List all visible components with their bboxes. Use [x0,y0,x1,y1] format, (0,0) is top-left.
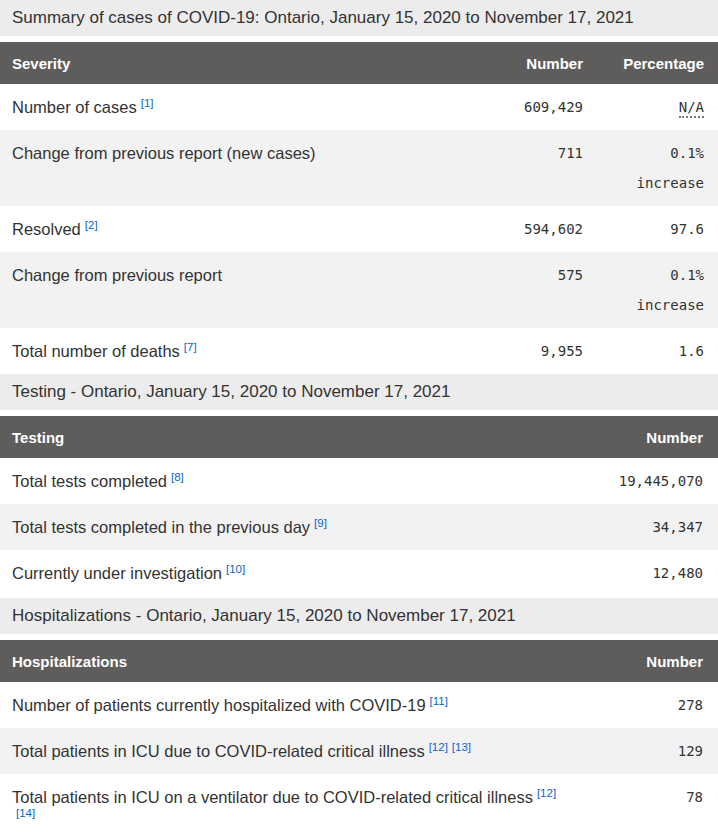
footnote-ref: [11] [430,695,448,707]
footnote-ref: [7] [184,341,197,353]
hospitalizations-header-row: Hospitalizations Number [0,640,718,682]
footnote-ref: [9] [314,517,327,529]
row-label: Total tests completed[8] [0,458,558,504]
footnote-link[interactable]: [8] [171,471,184,483]
footnote-link[interactable]: [12] [429,741,448,753]
table-row: Total tests completed in the previous da… [0,504,718,550]
row-label: Total patients in ICU on a ventilator du… [0,774,568,837]
col-header-number: Number [558,416,718,458]
percentage-value: 0.1%increase [583,252,718,328]
percentage-value: 97.6 [583,206,718,252]
row-label: Resolved[2] [0,206,473,252]
footnote-ref: [1] [141,97,154,109]
table-row: Number of patients currently hospitalize… [0,682,718,728]
row-label: Number of cases[1] [0,84,473,130]
footnote-link[interactable]: [1] [141,97,154,109]
table-row: Total patients in ICU on a ventilator du… [0,774,718,837]
row-label: Total number of deaths[7] [0,328,473,374]
footnote-ref: [12] [429,741,448,753]
footnote-ref: [8] [171,471,184,483]
row-label: Currently under investigation[10] [0,550,558,596]
table-row: Total number of deaths[7] 9,955 1.6 [0,328,718,374]
table-row: Change from previous report (new cases) … [0,130,718,206]
number-value: 609,429 [473,84,583,130]
col-header-testing: Testing [0,416,558,458]
number-value: 711 [473,130,583,206]
footnote-link[interactable]: [10] [226,563,245,575]
percentage-value: 1.6 [583,328,718,374]
hospitalizations-table: Hospitalizations Number Number of patien… [0,640,718,837]
severity-header-row: Severity Number Percentage [0,42,718,84]
table-row: Resolved[2] 594,602 97.6 [0,206,718,252]
table-row: Currently under investigation[10] 12,480 [0,550,718,596]
footnote-link[interactable]: [11] [430,695,448,707]
col-header-severity: Severity [0,42,473,84]
number-value: 594,602 [473,206,583,252]
table-row: Number of cases[1] 609,429 N/A [0,84,718,130]
col-header-number: Number [568,640,718,682]
table-row: Total tests completed[8] 19,445,070 [0,458,718,504]
row-label: Change from previous report [0,252,473,328]
number-value: 78 [568,774,718,837]
row-label: Number of patients currently hospitalize… [0,682,568,728]
percentage-value: N/A [583,84,718,130]
number-value: 9,955 [473,328,583,374]
number-value: 278 [568,682,718,728]
testing-header-row: Testing Number [0,416,718,458]
table-row: Total patients in ICU due to COVID-relat… [0,728,718,774]
number-value: 19,445,070 [558,458,718,504]
col-header-percentage: Percentage [583,42,718,84]
col-header-hospitalizations: Hospitalizations [0,640,568,682]
page-title: Summary of cases of COVID-19: Ontario, J… [0,0,718,36]
row-label: Total patients in ICU due to COVID-relat… [0,728,568,774]
testing-table: Testing Number Total tests completed[8] … [0,416,718,596]
section-title-testing: Testing - Ontario, January 15, 2020 to N… [0,374,718,410]
col-header-number: Number [473,42,583,84]
footnote-ref: [2] [85,219,98,231]
row-label: Change from previous report (new cases) [0,130,473,206]
footnote-link[interactable]: [2] [85,219,98,231]
footnote-link[interactable]: [14] [16,807,35,819]
section-title-hospitalizations: Hospitalizations - Ontario, January 15, … [0,598,718,634]
footnote-ref: [14] [16,807,35,819]
percentage-note: increase [583,173,704,193]
row-label: Total tests completed in the previous da… [0,504,558,550]
footnote-link[interactable]: [13] [452,741,471,753]
covid-summary-page: Summary of cases of COVID-19: Ontario, J… [0,0,718,837]
na-abbreviation: N/A [679,99,704,118]
percentage-value: 0.1%increase [583,130,718,206]
footnote-ref: [10] [226,563,245,575]
table-row: Change from previous report 575 0.1%incr… [0,252,718,328]
severity-table: Severity Number Percentage Number of cas… [0,42,718,374]
footnote-ref: [12] [537,787,556,799]
footnote-link[interactable]: [12] [537,787,556,799]
footnote-ref: [13] [452,741,471,753]
footnote-link[interactable]: [9] [314,517,327,529]
percentage-note: increase [583,295,704,315]
number-value: 12,480 [558,550,718,596]
footnote-link[interactable]: [7] [184,341,197,353]
number-value: 34,347 [558,504,718,550]
number-value: 575 [473,252,583,328]
number-value: 129 [568,728,718,774]
